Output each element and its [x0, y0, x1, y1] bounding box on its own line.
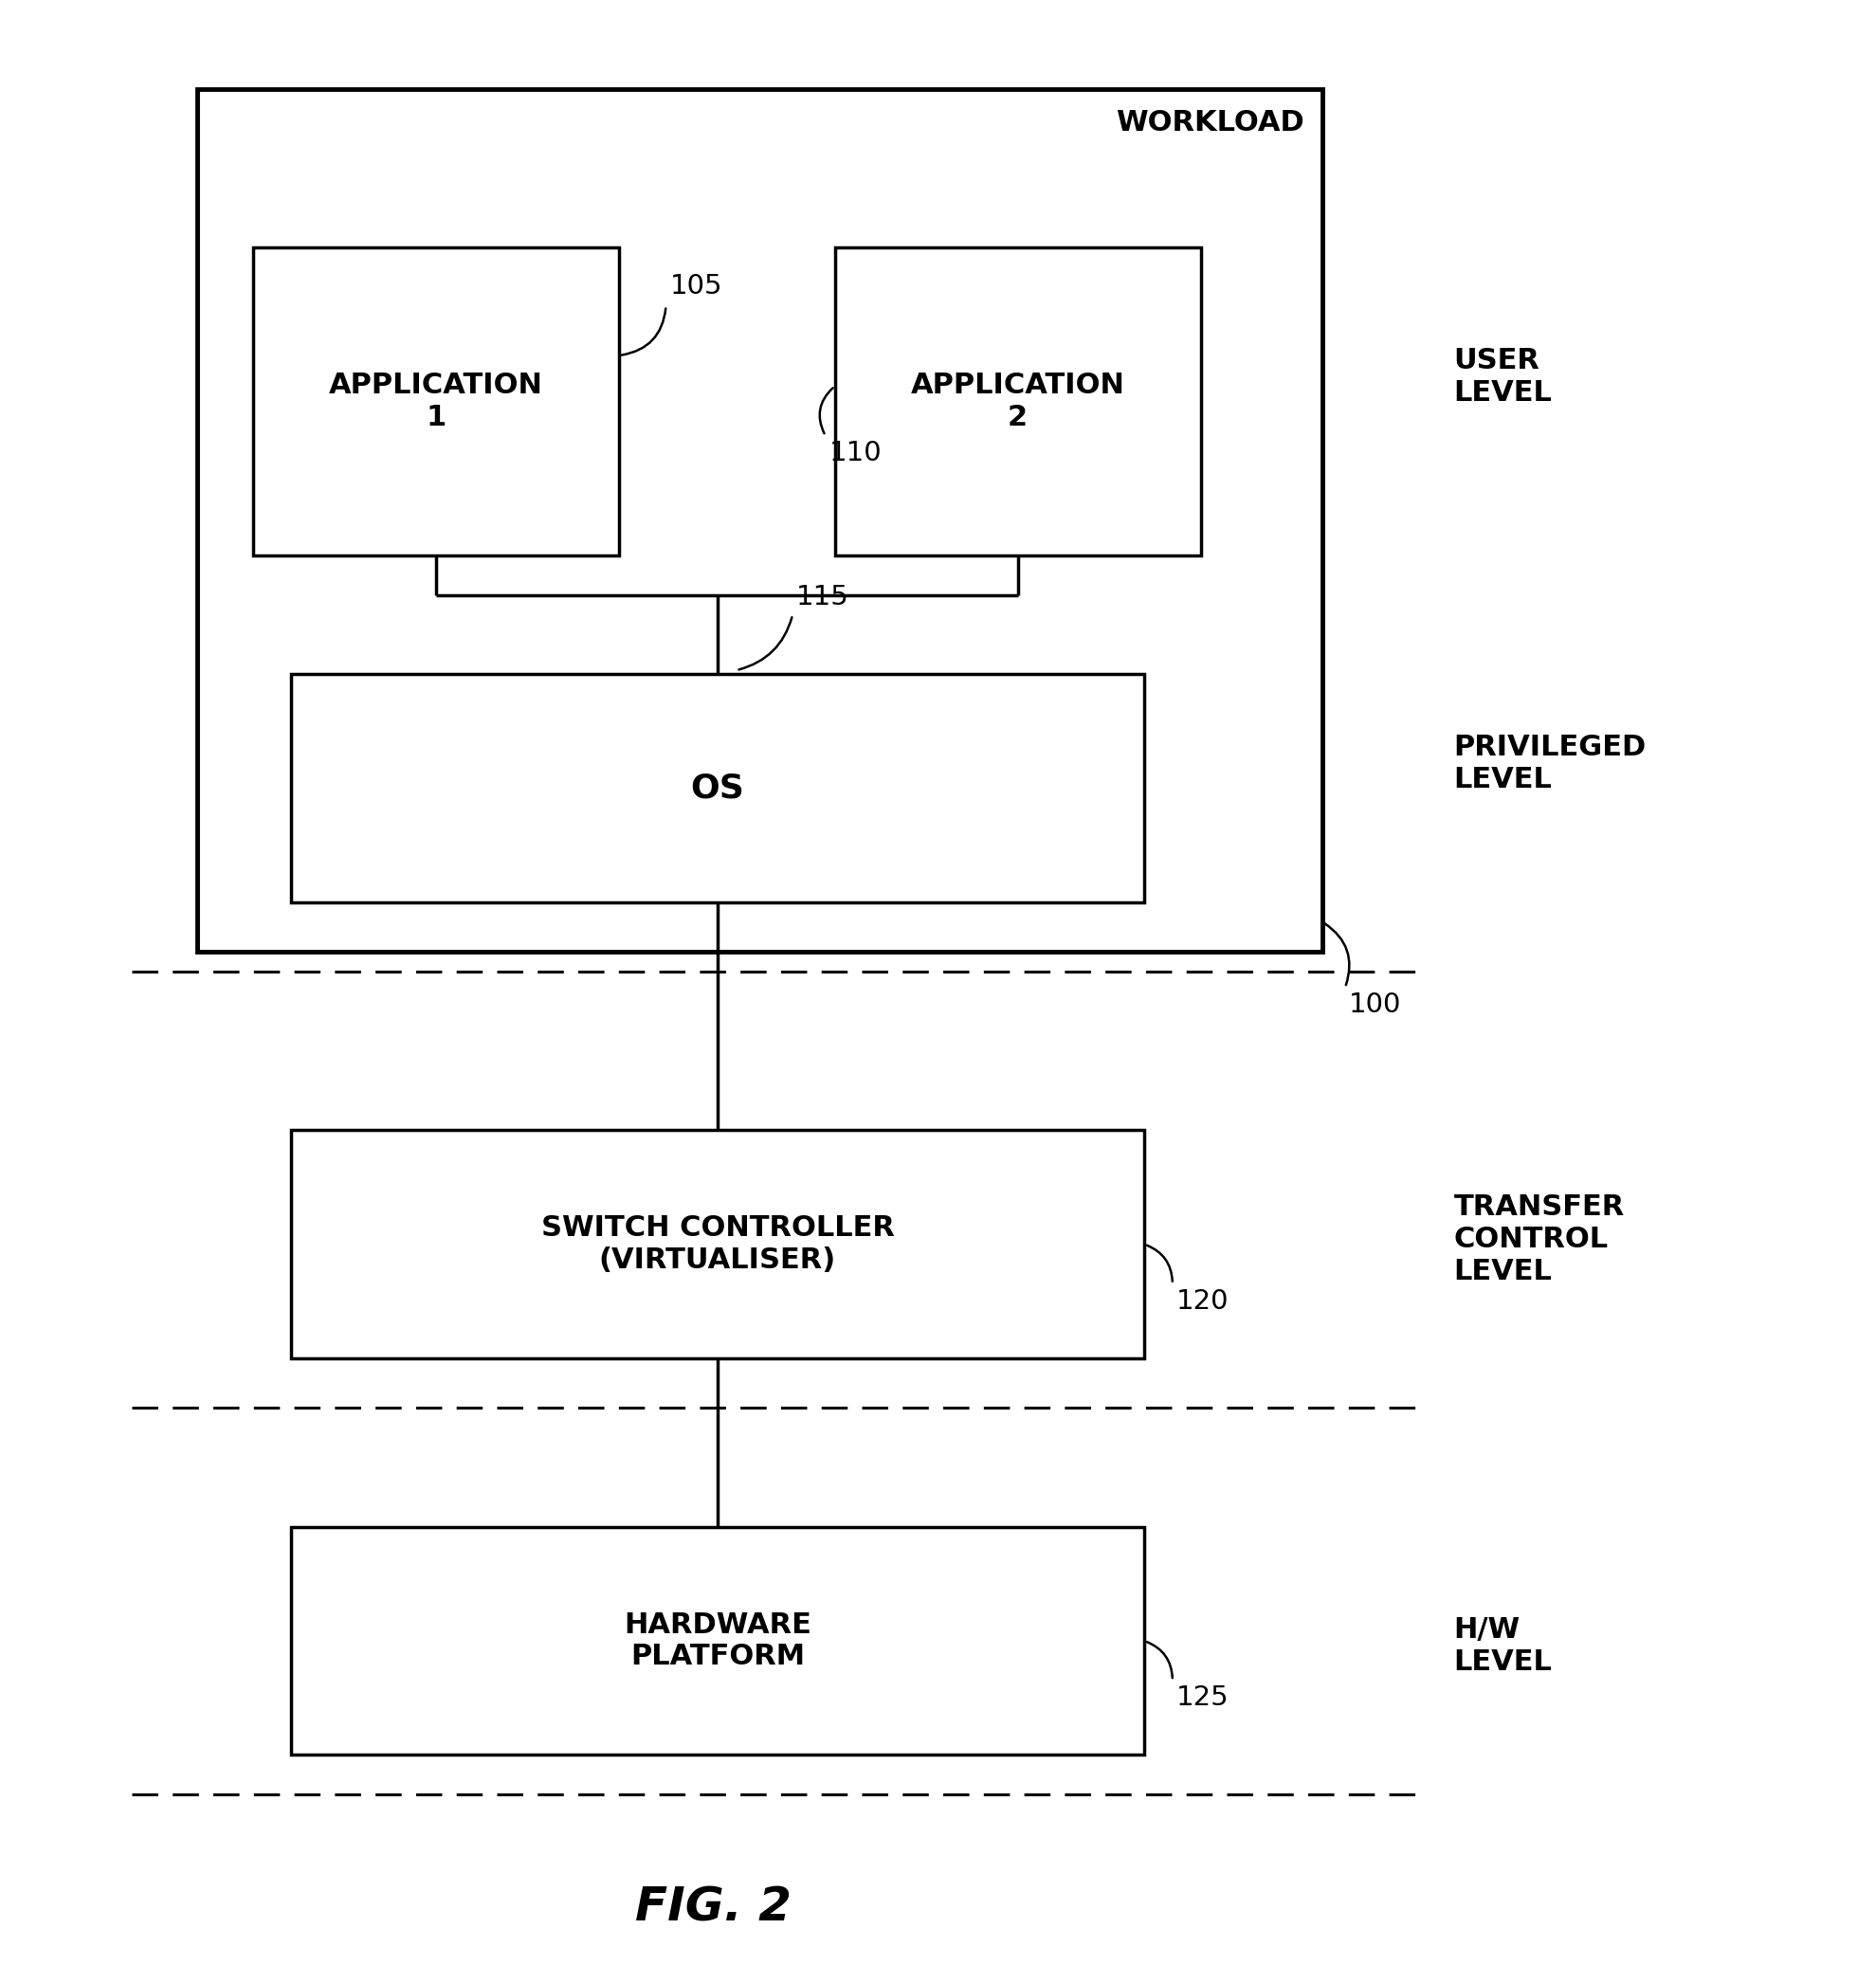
Text: FIG. 2: FIG. 2: [634, 1886, 792, 1929]
Text: 125: 125: [1176, 1684, 1229, 1711]
Text: 115: 115: [797, 585, 850, 611]
Text: SWITCH CONTROLLER
(VIRTUALISER): SWITCH CONTROLLER (VIRTUALISER): [540, 1216, 895, 1273]
Bar: [291, 1130, 1144, 1358]
Text: 120: 120: [1176, 1289, 1229, 1315]
Text: APPLICATION
2: APPLICATION 2: [910, 373, 1126, 430]
Text: OS: OS: [690, 771, 745, 805]
Text: 110: 110: [829, 440, 882, 466]
Text: USER
LEVEL: USER LEVEL: [1454, 347, 1551, 407]
Bar: [835, 248, 1201, 555]
Text: 105: 105: [670, 274, 722, 299]
Text: H/W
LEVEL: H/W LEVEL: [1454, 1616, 1551, 1676]
Text: PRIVILEGED
LEVEL: PRIVILEGED LEVEL: [1454, 734, 1647, 793]
Text: APPLICATION
1: APPLICATION 1: [328, 373, 544, 430]
Text: 100: 100: [1349, 992, 1401, 1017]
Text: HARDWARE
PLATFORM: HARDWARE PLATFORM: [625, 1612, 810, 1670]
Bar: [291, 1527, 1144, 1755]
Bar: [253, 248, 619, 555]
Text: TRANSFER
CONTROL
LEVEL: TRANSFER CONTROL LEVEL: [1454, 1194, 1625, 1285]
Bar: [197, 89, 1323, 952]
Bar: [291, 674, 1144, 902]
Text: WORKLOAD: WORKLOAD: [1116, 109, 1304, 137]
